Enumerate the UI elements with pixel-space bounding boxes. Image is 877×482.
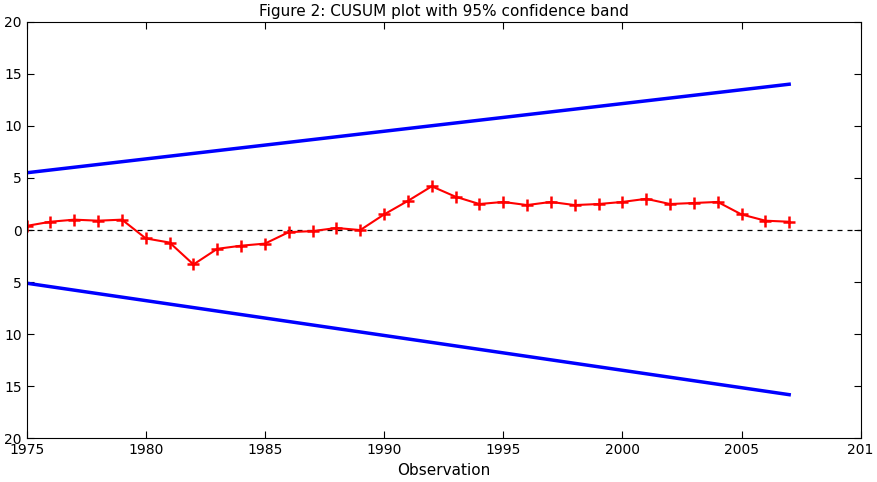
X-axis label: Observation: Observation — [396, 463, 489, 478]
Title: Figure 2: CUSUM plot with 95% confidence band: Figure 2: CUSUM plot with 95% confidence… — [259, 4, 628, 19]
